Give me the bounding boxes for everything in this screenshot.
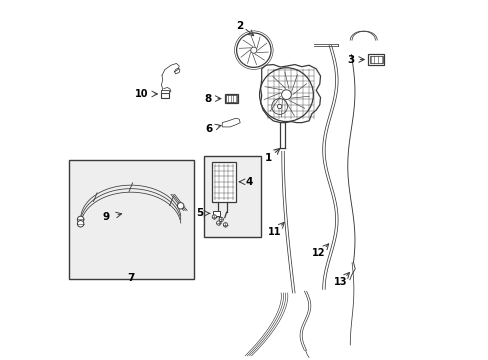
Circle shape <box>219 217 223 222</box>
Bar <box>161 93 169 98</box>
Bar <box>213 211 220 216</box>
Bar <box>161 90 169 93</box>
Circle shape <box>212 215 216 219</box>
Text: 2: 2 <box>236 21 244 31</box>
Bar <box>212 162 235 202</box>
Text: 3: 3 <box>346 54 354 64</box>
Text: 4: 4 <box>245 177 252 187</box>
Text: 9: 9 <box>102 212 109 221</box>
Circle shape <box>77 221 83 227</box>
Circle shape <box>277 104 281 109</box>
Bar <box>369 55 382 63</box>
Text: 6: 6 <box>204 124 212 134</box>
Circle shape <box>250 47 256 53</box>
Text: 5: 5 <box>196 208 203 219</box>
Text: 11: 11 <box>268 227 281 237</box>
Text: 7: 7 <box>127 273 134 283</box>
Text: 12: 12 <box>312 248 325 258</box>
Bar <box>367 54 384 65</box>
Bar <box>204 156 260 237</box>
Circle shape <box>77 216 83 223</box>
Circle shape <box>177 203 183 209</box>
Text: 13: 13 <box>333 277 346 287</box>
Bar <box>69 160 193 279</box>
Text: 1: 1 <box>264 153 272 163</box>
Circle shape <box>216 221 221 225</box>
Bar <box>224 94 238 103</box>
Circle shape <box>223 223 227 227</box>
Bar <box>225 95 237 102</box>
Circle shape <box>281 90 291 99</box>
Text: 8: 8 <box>204 94 211 104</box>
Text: 10: 10 <box>135 89 148 99</box>
